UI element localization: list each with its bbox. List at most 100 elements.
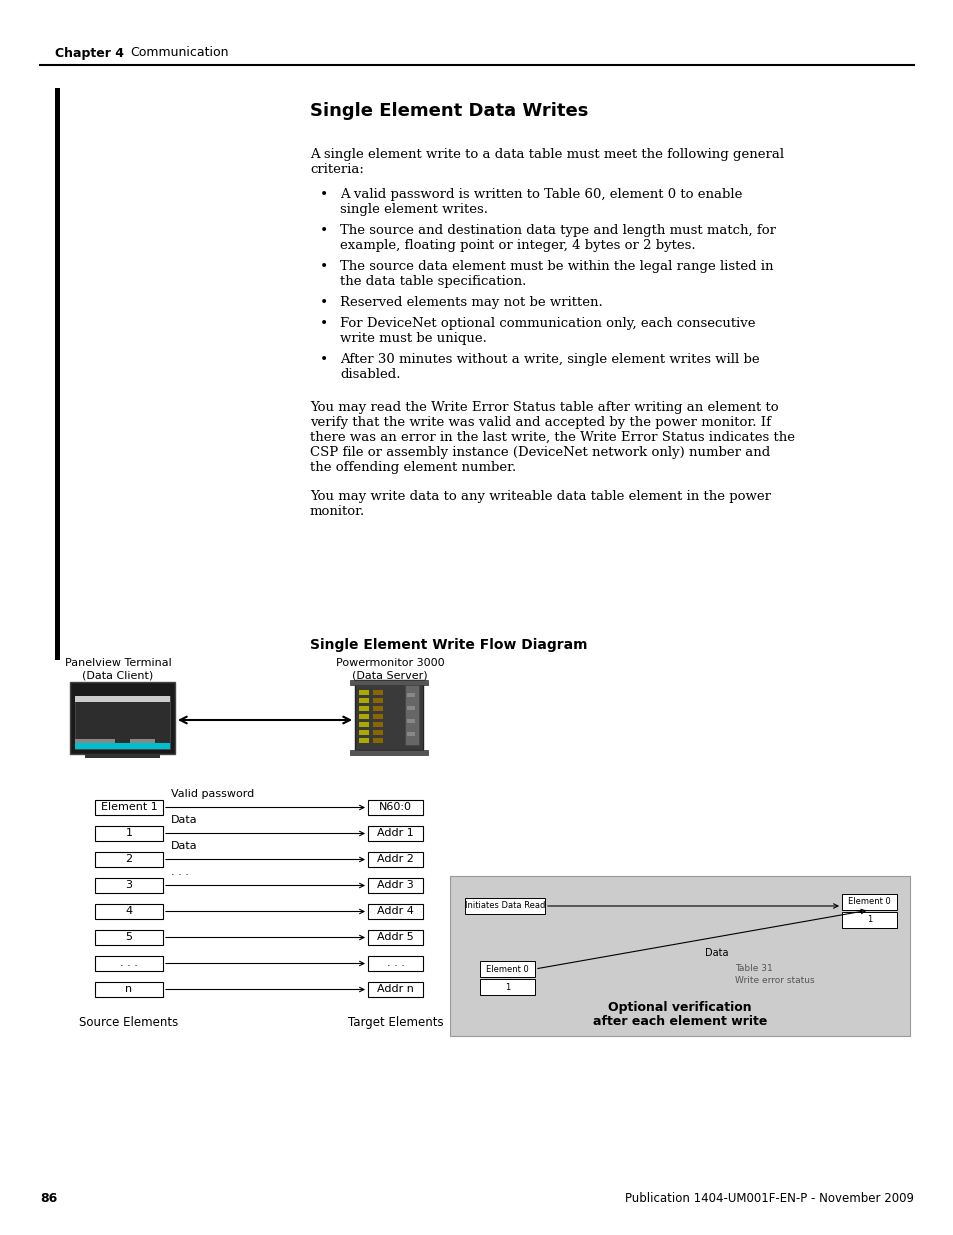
Text: •: • bbox=[319, 353, 328, 367]
Text: 1: 1 bbox=[126, 829, 132, 839]
Text: 86: 86 bbox=[40, 1192, 57, 1205]
Bar bbox=[70, 682, 174, 755]
Bar bbox=[368, 826, 422, 841]
Text: 3: 3 bbox=[126, 881, 132, 890]
Bar bbox=[358, 730, 369, 735]
Text: Write error status: Write error status bbox=[735, 976, 814, 986]
Bar bbox=[407, 719, 415, 722]
Text: Element 1: Element 1 bbox=[100, 803, 157, 813]
Text: disabled.: disabled. bbox=[339, 368, 400, 382]
Bar bbox=[358, 706, 369, 711]
Text: 1: 1 bbox=[866, 915, 871, 925]
Bar bbox=[95, 852, 163, 867]
Bar bbox=[407, 732, 415, 736]
Bar bbox=[407, 693, 415, 697]
Text: The source and destination data type and length must match, for: The source and destination data type and… bbox=[339, 224, 775, 237]
Text: 2: 2 bbox=[125, 855, 132, 864]
Bar bbox=[373, 730, 382, 735]
Bar bbox=[373, 739, 382, 743]
Bar bbox=[405, 685, 418, 745]
Text: after each element write: after each element write bbox=[592, 1015, 766, 1028]
Text: A valid password is written to Table 60, element 0 to enable: A valid password is written to Table 60,… bbox=[339, 188, 741, 201]
Bar bbox=[368, 930, 422, 945]
Text: Addr 4: Addr 4 bbox=[376, 906, 414, 916]
Bar bbox=[95, 878, 163, 893]
Text: Reserved elements may not be written.: Reserved elements may not be written. bbox=[339, 296, 602, 309]
Text: Element 0: Element 0 bbox=[847, 898, 890, 906]
Text: Panelview Terminal: Panelview Terminal bbox=[65, 658, 172, 668]
Text: Data: Data bbox=[171, 815, 197, 825]
Text: Table 31: Table 31 bbox=[735, 965, 772, 973]
Text: Addr 2: Addr 2 bbox=[376, 855, 414, 864]
Text: A single element write to a data table must meet the following general: A single element write to a data table m… bbox=[310, 148, 783, 161]
Bar bbox=[350, 680, 428, 685]
Bar bbox=[85, 755, 160, 758]
Text: Initiates Data Read: Initiates Data Read bbox=[464, 902, 544, 910]
Text: You may read the Write Error Status table after writing an element to: You may read the Write Error Status tabl… bbox=[310, 401, 778, 414]
Text: . . .: . . . bbox=[171, 867, 189, 877]
Text: You may write data to any writeable data table element in the power: You may write data to any writeable data… bbox=[310, 490, 770, 503]
Text: . . .: . . . bbox=[120, 958, 138, 968]
Text: criteria:: criteria: bbox=[310, 163, 363, 177]
Text: write must be unique.: write must be unique. bbox=[339, 332, 486, 345]
Text: Single Element Data Writes: Single Element Data Writes bbox=[310, 103, 588, 120]
Bar bbox=[373, 714, 382, 719]
Text: there was an error in the last write, the Write Error Status indicates the: there was an error in the last write, th… bbox=[310, 431, 794, 445]
Text: •: • bbox=[319, 296, 328, 310]
Text: 1: 1 bbox=[504, 983, 510, 992]
Bar bbox=[479, 979, 535, 995]
Text: Source Elements: Source Elements bbox=[79, 1016, 178, 1029]
Bar bbox=[355, 680, 422, 750]
Text: Addr 5: Addr 5 bbox=[376, 932, 414, 942]
Bar bbox=[75, 743, 170, 748]
Bar bbox=[95, 930, 163, 945]
Text: Data: Data bbox=[704, 948, 728, 958]
Bar bbox=[95, 904, 163, 919]
Bar bbox=[464, 898, 544, 914]
Text: Data: Data bbox=[171, 841, 197, 851]
Bar bbox=[841, 894, 896, 910]
Text: Publication 1404-UM001F-EN-P - November 2009: Publication 1404-UM001F-EN-P - November … bbox=[624, 1192, 913, 1205]
Text: CSP file or assembly instance (DeviceNet network only) number and: CSP file or assembly instance (DeviceNet… bbox=[310, 446, 769, 459]
Text: •: • bbox=[319, 188, 328, 203]
Bar bbox=[95, 982, 163, 997]
Bar bbox=[55, 88, 60, 659]
Bar bbox=[373, 722, 382, 727]
Text: single element writes.: single element writes. bbox=[339, 203, 488, 216]
Text: 5: 5 bbox=[126, 932, 132, 942]
Bar bbox=[358, 722, 369, 727]
Text: Powermonitor 3000: Powermonitor 3000 bbox=[335, 658, 444, 668]
Text: the offending element number.: the offending element number. bbox=[310, 461, 516, 474]
Bar bbox=[358, 698, 369, 703]
Bar bbox=[358, 739, 369, 743]
Bar bbox=[450, 876, 909, 1036]
Bar bbox=[368, 982, 422, 997]
Bar bbox=[373, 706, 382, 711]
Bar bbox=[368, 800, 422, 815]
Text: Target Elements: Target Elements bbox=[347, 1016, 443, 1029]
Bar bbox=[373, 698, 382, 703]
Bar bbox=[75, 697, 170, 748]
Text: (Data Client): (Data Client) bbox=[82, 671, 153, 680]
Bar bbox=[373, 690, 382, 695]
Text: The source data element must be within the legal range listed in: The source data element must be within t… bbox=[339, 261, 773, 273]
Text: . . .: . . . bbox=[386, 958, 404, 968]
Text: •: • bbox=[319, 261, 328, 274]
Text: •: • bbox=[319, 317, 328, 331]
Bar bbox=[368, 878, 422, 893]
Bar bbox=[95, 956, 163, 971]
Text: the data table specification.: the data table specification. bbox=[339, 275, 526, 288]
Bar bbox=[358, 690, 369, 695]
Text: n: n bbox=[125, 984, 132, 994]
Text: •: • bbox=[319, 224, 328, 238]
Text: monitor.: monitor. bbox=[310, 505, 365, 517]
Bar bbox=[95, 800, 163, 815]
Bar bbox=[75, 739, 115, 743]
Bar bbox=[358, 714, 369, 719]
Bar bbox=[75, 697, 170, 701]
Text: (Data Server): (Data Server) bbox=[352, 671, 427, 680]
Text: Valid password: Valid password bbox=[171, 789, 254, 799]
Bar bbox=[368, 852, 422, 867]
Text: verify that the write was valid and accepted by the power monitor. If: verify that the write was valid and acce… bbox=[310, 416, 770, 429]
Bar bbox=[841, 911, 896, 927]
